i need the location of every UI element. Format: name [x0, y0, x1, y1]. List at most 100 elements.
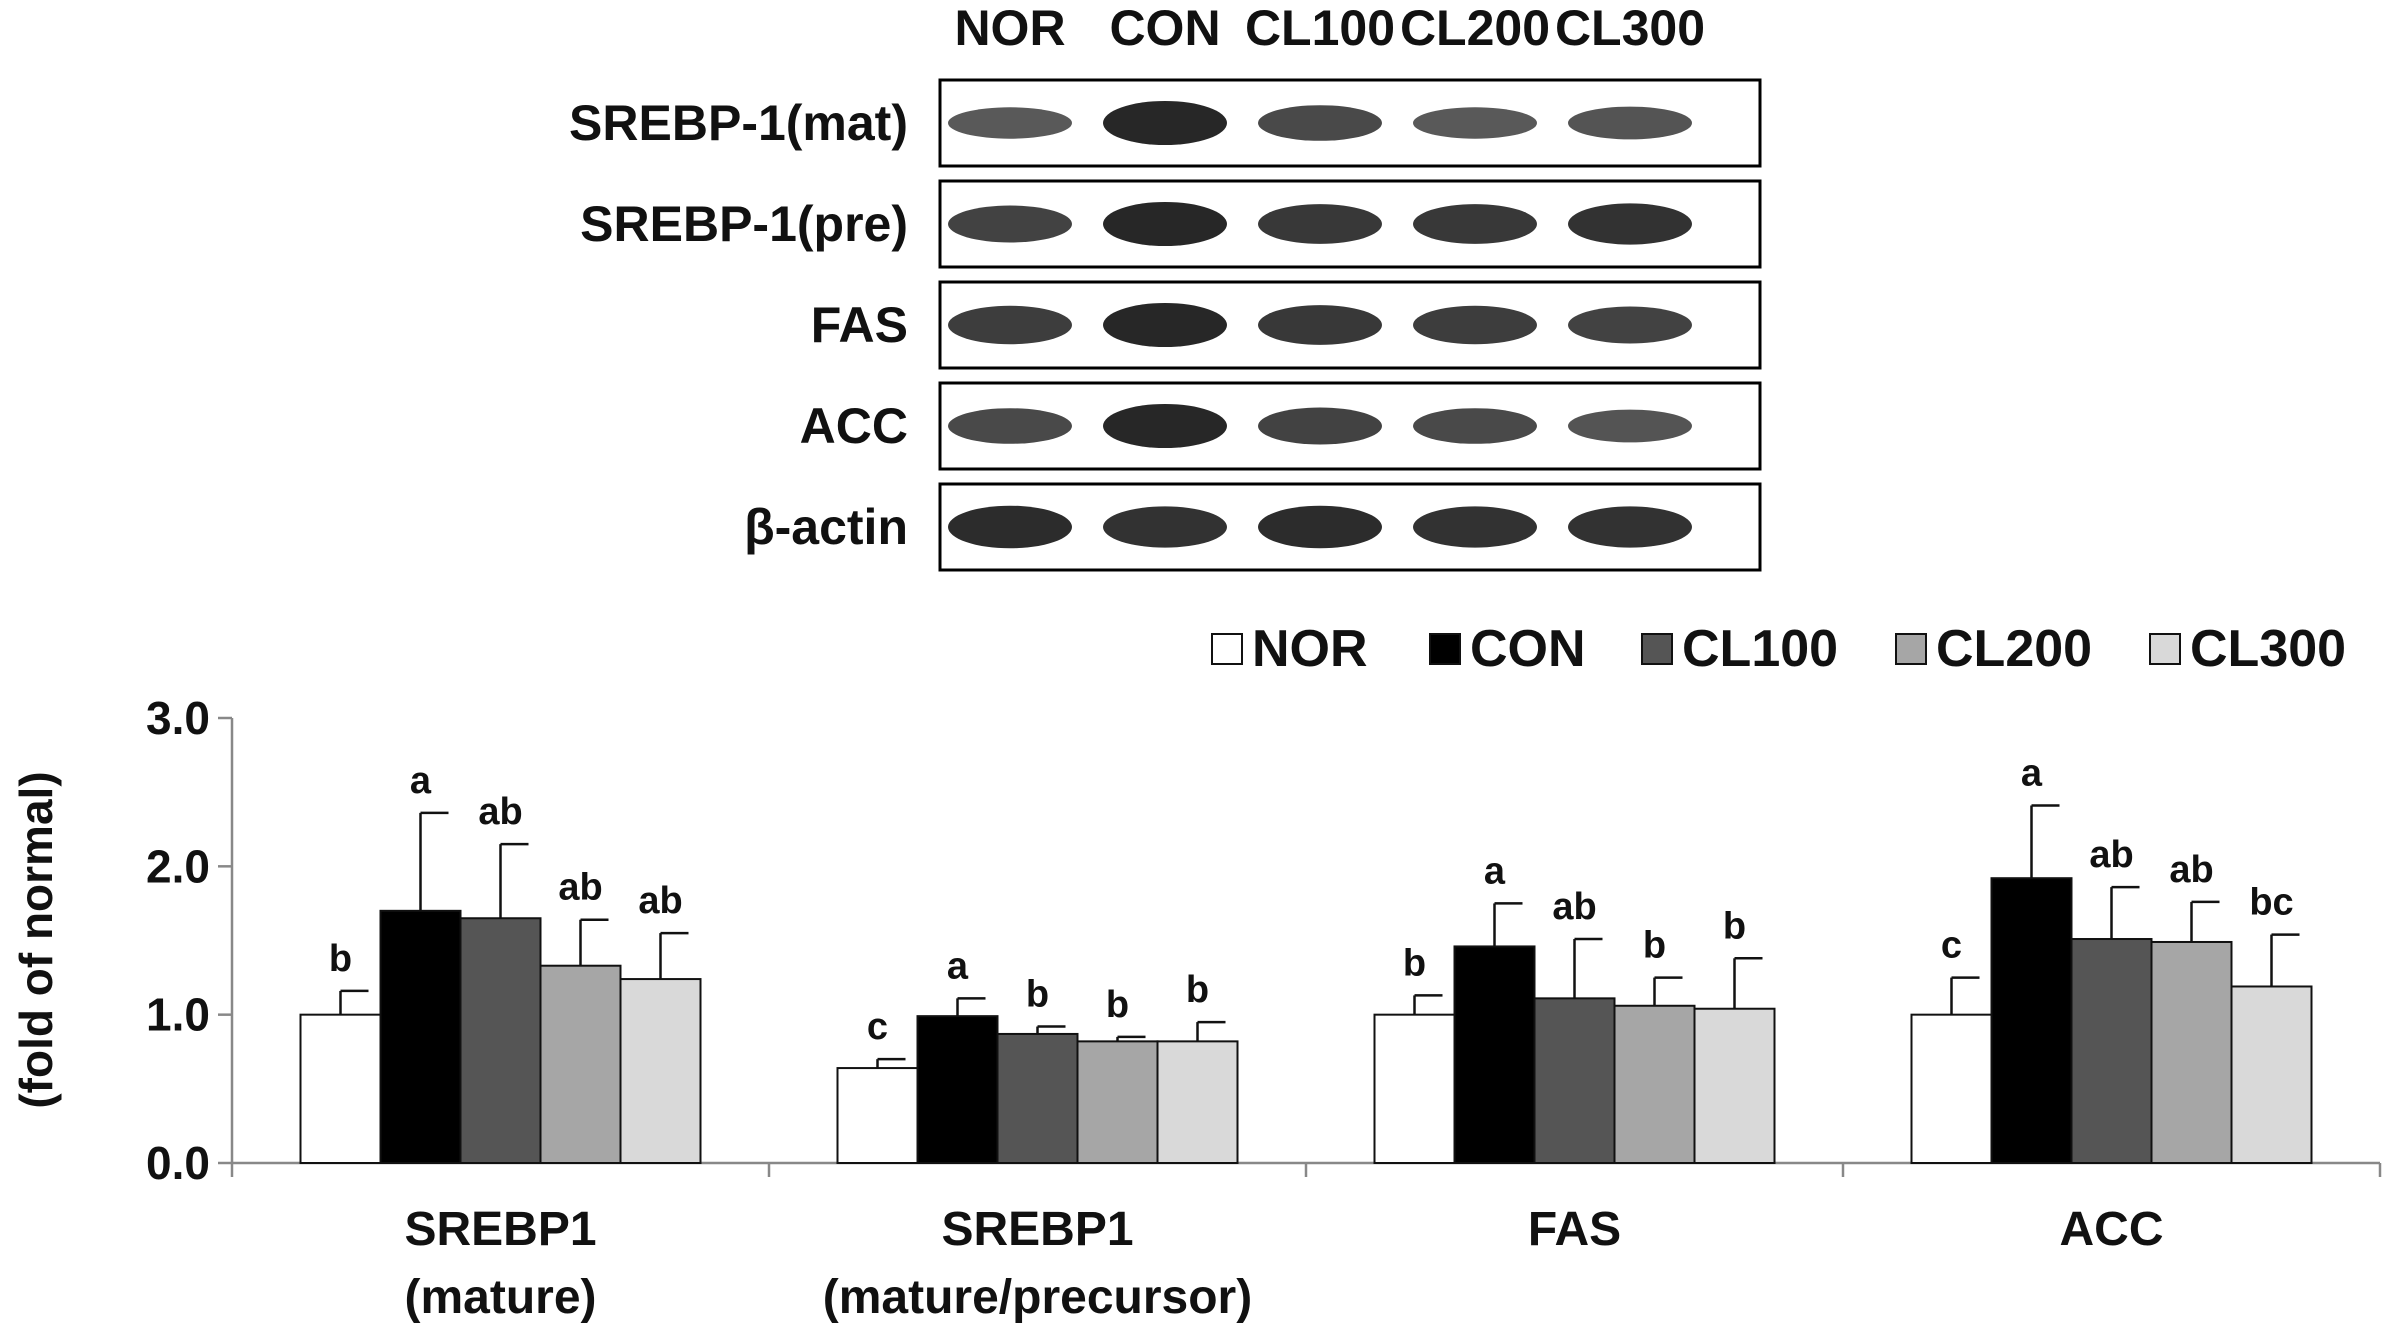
blot-band-srebp-1-mat-cl200 [1413, 107, 1537, 139]
bar-cl200-3 [2150, 940, 2233, 1164]
x-category-label: SREBP1 [404, 1203, 596, 1256]
legend-swatch-con [1429, 633, 1461, 665]
blot-band-srebp-1-pre-con [1103, 202, 1227, 246]
legend-swatch-cl300 [2149, 633, 2181, 665]
x-category-label: ACC [2060, 1203, 2164, 1256]
significance-letter-cl200-3: ab [2169, 849, 2213, 891]
bar-con-0 [379, 909, 462, 1164]
bar-cl100-1 [996, 1032, 1079, 1164]
western-blot-panel: NOR CON CL100 CL200 CL300 SREBP-1(mat) SREBP-1… [569, 0, 1762, 572]
bar-cl100-2 [1533, 997, 1616, 1164]
bar-cl100-3 [2070, 938, 2153, 1164]
bar-con-1 [916, 1015, 999, 1165]
x-category-label: (mature) [404, 1271, 596, 1324]
bar-cl300-0 [619, 978, 702, 1164]
significance-letter-cl300-3: bc [2249, 882, 2293, 924]
blot-band-acc-nor [948, 408, 1072, 444]
significance-letter-nor-3: c [1941, 925, 1962, 967]
blot-band-srebp-1-pre-nor [948, 205, 1072, 243]
blot-band-srebp-1-pre-cl200 [1413, 204, 1537, 244]
significance-letter-cl200-0: ab [558, 867, 602, 909]
blot-lane-label-cl100: CL100 [1245, 0, 1395, 56]
blot-band-actin-cl300 [1568, 506, 1692, 548]
blot-band-srebp-1-mat-con [1103, 101, 1227, 145]
bar-nor-1 [836, 1067, 919, 1164]
y-tick-label: 3.0 [146, 692, 210, 744]
significance-letter-con-1: a [947, 945, 969, 987]
significance-letter-nor-0: b [329, 938, 352, 980]
blot-lane-label-con: CON [1109, 0, 1220, 56]
blot-band-fas-con [1103, 303, 1227, 347]
blot-row-label-fas: FAS [811, 297, 908, 353]
blot-row-label-srebp-1-mat: SREBP-1(mat) [569, 95, 908, 151]
significance-letter-cl200-1: b [1106, 984, 1129, 1026]
bar-cl200-0 [539, 964, 622, 1165]
blot-band-actin-nor [948, 505, 1072, 549]
significance-letter-cl100-2: ab [1552, 886, 1596, 928]
blot-lane-label-nor: NOR [954, 0, 1065, 56]
significance-letter-cl300-1: b [1186, 969, 1209, 1011]
legend-label-cl200: CL200 [1936, 620, 2092, 678]
x-category-label: (mature/precursor) [823, 1271, 1252, 1324]
bar-nor-2 [1373, 1013, 1456, 1165]
y-axis-title: (fold of normal) [10, 771, 62, 1108]
blot-band-actin-con [1103, 506, 1227, 548]
blot-band-srebp-1-pre-cl100 [1258, 204, 1382, 244]
legend-label-nor: NOR [1252, 620, 1368, 678]
legend-label-con: CON [1470, 620, 1586, 678]
significance-letter-nor-1: c [867, 1006, 888, 1048]
bar-cl200-2 [1613, 1004, 1696, 1164]
blot-band-acc-con [1103, 404, 1227, 448]
y-tick-label: 1.0 [146, 989, 210, 1041]
significance-letter-nor-2: b [1403, 942, 1426, 984]
bar-con-3 [1990, 877, 2073, 1164]
bar-nor-3 [1910, 1013, 1993, 1165]
bar-cl100-0 [459, 917, 542, 1164]
bar-cl200-1 [1076, 1040, 1159, 1165]
blot-band-srebp-1-mat-nor [948, 107, 1072, 139]
blot-band-fas-cl300 [1568, 306, 1692, 344]
blot-row-label-actin: β-actin [744, 499, 908, 555]
bar-con-2 [1453, 945, 1536, 1165]
blot-band-actin-cl200 [1413, 506, 1537, 548]
blot-band-acc-cl100 [1258, 407, 1382, 445]
x-category-label: SREBP1 [941, 1203, 1133, 1256]
blot-band-srebp-1-mat-cl100 [1258, 105, 1382, 141]
bar-cl300-2 [1693, 1007, 1776, 1164]
significance-letter-cl300-0: ab [638, 880, 682, 922]
blot-band-actin-cl100 [1258, 505, 1382, 549]
blot-band-fas-cl100 [1258, 305, 1382, 345]
legend-label-cl300: CL300 [2190, 620, 2346, 678]
blot-band-acc-cl300 [1568, 409, 1692, 443]
blot-band-fas-cl200 [1413, 305, 1537, 345]
significance-letter-cl200-2: b [1643, 925, 1666, 967]
chart-legend: NOR CON CL100 CL200 CL300 [1211, 620, 2346, 678]
x-category-label: FAS [1528, 1203, 1621, 1256]
significance-letter-con-0: a [410, 760, 432, 802]
blot-lane-label-cl300: CL300 [1555, 0, 1705, 56]
bar-cl300-3 [2230, 985, 2313, 1164]
blot-row-label-acc: ACC [800, 398, 908, 454]
legend-swatch-nor [1211, 633, 1243, 665]
blot-lane-label-cl200: CL200 [1400, 0, 1550, 56]
significance-letter-cl100-0: ab [478, 791, 522, 833]
blot-band-srebp-1-pre-cl300 [1568, 203, 1692, 245]
significance-letter-con-3: a [2021, 753, 2043, 795]
y-tick-label: 0.0 [146, 1137, 210, 1189]
legend-swatch-cl200 [1895, 633, 1927, 665]
significance-letter-con-2: a [1484, 850, 1506, 892]
y-tick-label: 2.0 [146, 840, 210, 892]
legend-swatch-cl100 [1641, 633, 1673, 665]
blot-row-label-srebp-1-pre: SREBP-1(pre) [580, 196, 908, 252]
legend-label-cl100: CL100 [1682, 620, 1838, 678]
bar-nor-0 [299, 1013, 382, 1165]
blot-band-acc-cl200 [1413, 408, 1537, 444]
significance-letter-cl300-2: b [1723, 905, 1746, 947]
blot-band-srebp-1-mat-cl300 [1568, 106, 1692, 140]
blot-band-fas-nor [948, 305, 1072, 345]
significance-letter-cl100-3: ab [2089, 834, 2133, 876]
bar-cl300-1 [1156, 1040, 1239, 1165]
significance-letter-cl100-1: b [1026, 974, 1049, 1016]
